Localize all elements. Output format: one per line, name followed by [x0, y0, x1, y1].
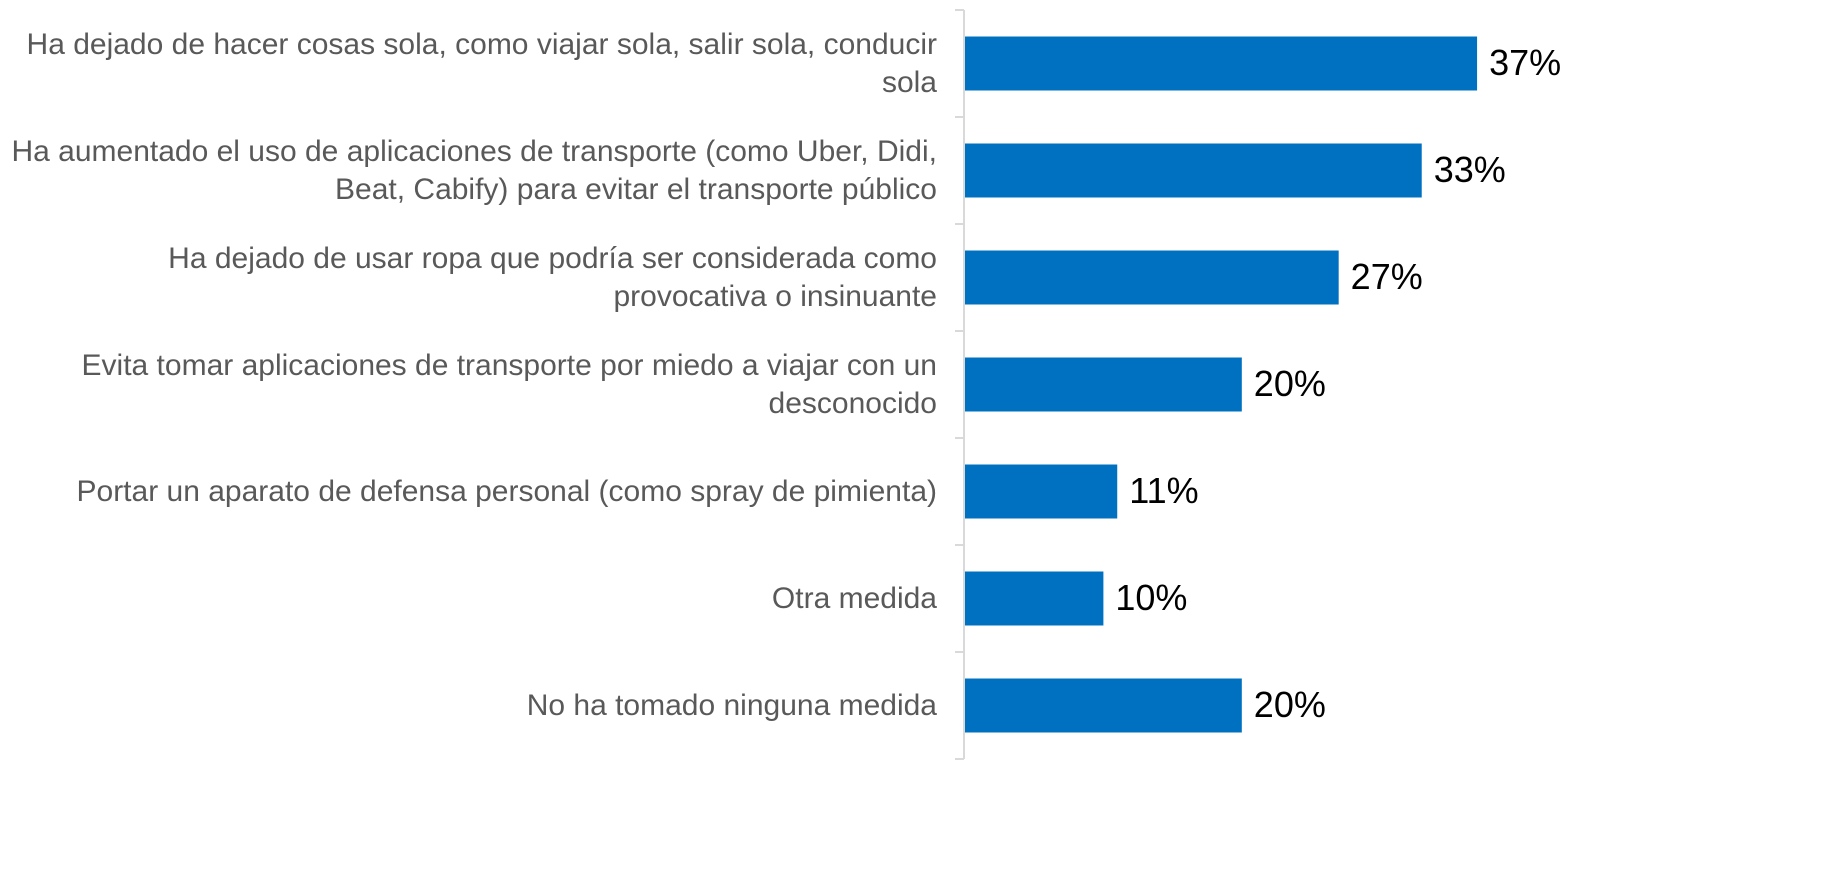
category-label-text: Ha dejado de usar ropa que podría ser co… — [168, 241, 937, 313]
bar — [965, 464, 1118, 519]
category-label: Ha aumentado el uso de aplicaciones de t… — [10, 117, 937, 224]
bar — [965, 357, 1242, 412]
category-label-text: Ha dejado de hacer cosas sola, como viaj… — [26, 27, 937, 99]
value-label: 20% — [1254, 363, 1326, 404]
category-label-text: Otra medida — [771, 581, 937, 615]
bar — [965, 678, 1242, 733]
category-label: Portar un aparato de defensa personal (c… — [10, 438, 938, 545]
category-label: Ha dejado de hacer cosas sola, como viaj… — [10, 10, 937, 117]
category-label-text: Ha aumentado el uso de aplicaciones de t… — [11, 134, 937, 206]
category-label-text: No ha tomado ninguna medida — [526, 688, 937, 722]
value-label: 37% — [1489, 42, 1561, 83]
category-label-text: Portar un aparato de defensa personal (c… — [76, 474, 938, 508]
category-label: Otra medida — [10, 545, 937, 652]
value-label: 27% — [1351, 256, 1423, 297]
bar — [965, 571, 1104, 626]
value-label: 11% — [1129, 470, 1198, 511]
value-label: 20% — [1254, 684, 1326, 725]
bar — [965, 36, 1478, 91]
category-label: Ha dejado de usar ropa que podría ser co… — [10, 224, 937, 331]
bar — [965, 250, 1339, 305]
category-label-text: Evita tomar aplicaciones de transporte p… — [81, 348, 937, 420]
category-label: Evita tomar aplicaciones de transporte p… — [10, 331, 937, 438]
value-label: 33% — [1434, 149, 1506, 190]
value-label: 10% — [1115, 577, 1187, 618]
bar — [965, 143, 1422, 198]
category-label: No ha tomado ninguna medida — [10, 652, 937, 759]
